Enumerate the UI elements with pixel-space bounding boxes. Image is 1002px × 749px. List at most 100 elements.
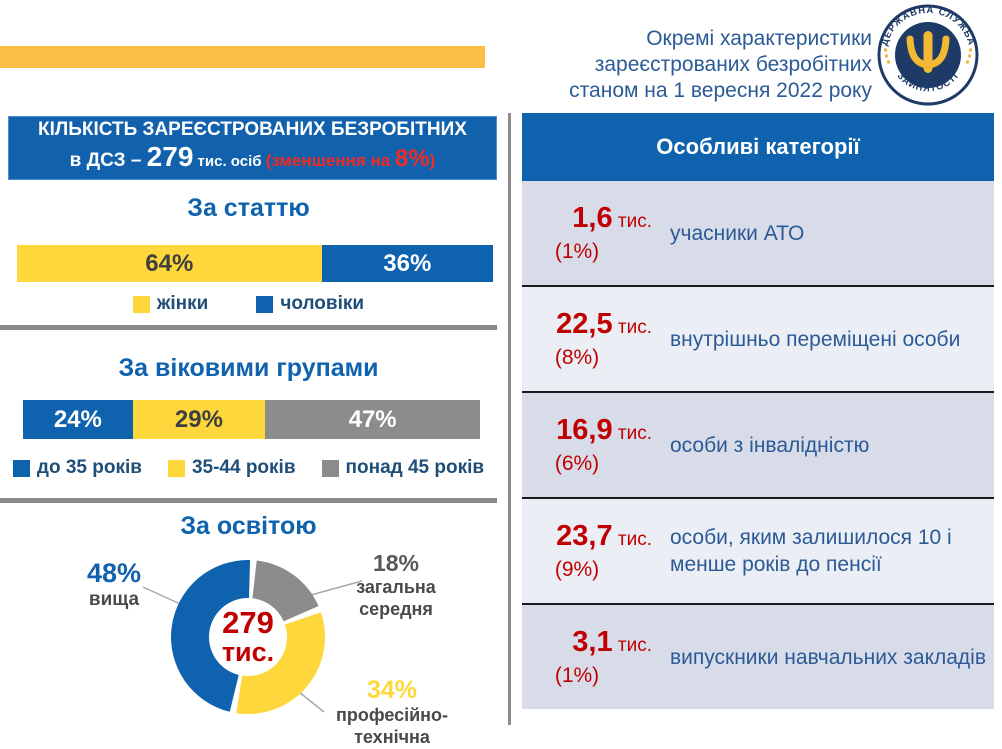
category-share: (6%)	[554, 451, 600, 475]
legend-item: понад 45 років	[321, 457, 485, 479]
summary-number: 279	[146, 141, 194, 172]
category-row: 16,9 тис. (6%) особи з інвалідністю	[522, 391, 994, 497]
age-stacked-bar: 24% 29% 47%	[23, 400, 481, 439]
category-units: тис.	[612, 528, 652, 550]
category-label: особи, яким залишилося 10 і менше років …	[670, 526, 952, 576]
category-units: тис.	[612, 634, 652, 656]
category-number-block: 1,6 тис. (1%)	[532, 202, 652, 265]
legend-label: чоловіки	[280, 293, 365, 314]
donut-label-line: професійно-	[335, 705, 449, 725]
legend-swatch-icon	[167, 459, 185, 477]
legend-swatch-icon	[132, 295, 150, 313]
donut-label-text: загальна середня	[330, 576, 462, 620]
donut-label-line: вища	[88, 589, 140, 610]
category-number-block: 3,1 тис. (1%)	[532, 626, 652, 689]
summary-note-value: 8%	[394, 145, 430, 172]
logo-wheat-ornaments	[883, 48, 973, 64]
category-value: 16,9	[556, 413, 613, 446]
summary-box: КІЛЬКІСТЬ ЗАРЕЄСТРОВАНИХ БЕЗРОБІТНИХ в Д…	[8, 116, 497, 180]
category-number-block: 23,7 тис. (9%)	[532, 520, 652, 583]
column-divider	[508, 113, 511, 725]
donut-label-percent: 48%	[86, 558, 142, 588]
category-value: 3,1	[572, 625, 613, 658]
gender-bar-segment: 36%	[321, 245, 493, 282]
legend-label: 35-44 років	[191, 457, 296, 478]
special-categories-table: Особливі категорії 1,6 тис. (1%) учасники …	[522, 113, 994, 709]
category-share: (8%)	[554, 345, 600, 369]
category-row: 1,6 тис. (1%) учасники АТО	[522, 181, 994, 285]
legend-swatch-icon	[12, 459, 30, 477]
category-units: тис.	[612, 422, 652, 444]
education-section: За освітою 279 тис. 48% вища 18% загальн…	[0, 508, 500, 749]
summary-line1: КІЛЬКІСТЬ ЗАРЕЄСТРОВАНИХ БЕЗРОБІТНИХ	[38, 119, 467, 140]
legend-item: до 35 років	[12, 457, 142, 479]
age-bar-segment: 24%	[23, 400, 133, 439]
age-bar-segment: 47%	[265, 400, 481, 439]
category-row: 22,5 тис. (8%) внутрішньо переміщені особи	[522, 285, 994, 391]
category-number-block: 22,5 тис. (8%)	[532, 308, 652, 371]
category-units: тис.	[612, 210, 652, 232]
summary-line2: в ДСЗ – 279 тис. осіб (зменшення на 8%)	[9, 142, 496, 177]
employment-service-logo: ДЕРЖАВНА СЛУЖБА ЗАЙНЯТОСТІ	[876, 3, 980, 107]
special-categories-rows: 1,6 тис. (1%) учасники АТО 22,5 тис. (8%) вну…	[522, 181, 994, 709]
section-divider	[0, 498, 497, 503]
legend-swatch-icon	[321, 459, 339, 477]
summary-note-prefix: (зменшення на	[265, 151, 395, 170]
age-bar-segment: 29%	[132, 400, 266, 439]
category-share: (1%)	[554, 239, 600, 263]
gender-legend: жінки чоловіки	[0, 293, 497, 315]
category-label: випускники навчальних закладів	[670, 645, 986, 669]
legend-label: понад 45 років	[345, 457, 485, 478]
category-value: 23,7	[556, 519, 613, 552]
summary-prefix: в ДСЗ –	[69, 150, 147, 171]
donut-label-line: технічна	[354, 727, 430, 747]
education-donut-chart	[171, 560, 326, 714]
donut-slice-вища	[171, 560, 251, 712]
category-label: внутрішньо переміщені особи	[670, 327, 961, 351]
category-row: 3,1 тис. (1%) випускники навчальних заклад…	[522, 603, 994, 709]
legend-item: чоловіки	[256, 293, 364, 315]
category-share: (1%)	[554, 663, 600, 687]
donut-label-line: середня	[359, 599, 433, 619]
category-value: 22,5	[556, 307, 613, 340]
donut-center-value: 279	[222, 605, 274, 640]
section-divider	[0, 325, 497, 330]
donut-label-secondary-edu: 18% загальна середня	[330, 550, 462, 620]
legend-item: жінки	[132, 293, 209, 315]
gender-bar-segment: 64%	[17, 245, 322, 282]
category-units: тис.	[612, 316, 652, 338]
special-categories-header: Особливі категорії	[522, 113, 994, 181]
page-title-line: станом на 1 вересня 2022 року	[569, 79, 872, 102]
legend-label: жінки	[156, 293, 209, 314]
summary-units: тис. осіб	[193, 153, 266, 170]
category-label: учасники АТО	[670, 221, 805, 245]
donut-label-vocational-edu: 34% професійно-технічна	[324, 676, 460, 748]
donut-label-text: професійно-технічна	[324, 704, 460, 748]
donut-label-percent: 34%	[366, 676, 418, 704]
donut-center-label: 279 тис.	[170, 559, 326, 715]
summary-note-suffix: )	[429, 151, 436, 170]
donut-slice-загальна середня	[252, 560, 319, 622]
legend-swatch-icon	[256, 295, 274, 313]
donut-center-units: тис.	[221, 637, 275, 667]
logo-icon: ДЕРЖАВНА СЛУЖБА ЗАЙНЯТОСТІ	[877, 4, 979, 106]
education-section-title: За освітою	[180, 512, 317, 540]
category-number-block: 16,9 тис. (6%)	[532, 414, 652, 477]
category-label: особи з інвалідністю	[670, 433, 870, 457]
legend-label: до 35 років	[36, 457, 142, 478]
legend-item: 35-44 років	[167, 457, 296, 479]
donut-label-line: загальна	[356, 577, 436, 597]
age-section-title: За віковими групами	[118, 354, 379, 382]
page-title: Окремі характеристики зареєстрованих без…	[542, 26, 872, 104]
page-title-line: Окремі характеристики	[646, 27, 872, 50]
donut-slice-професійно-технічна	[236, 612, 326, 714]
category-row: 23,7 тис. (9%) особи, яким залишилося 10 і…	[522, 497, 994, 603]
donut-label-text: вища	[62, 588, 166, 612]
gender-section-title: За статтю	[187, 194, 310, 222]
category-value: 1,6	[572, 201, 613, 234]
gender-stacked-bar: 64% 36%	[17, 245, 493, 282]
category-share: (9%)	[554, 557, 600, 581]
donut-label-higher-edu: 48% вища	[62, 558, 166, 612]
age-legend: до 35 років 35-44 років понад 45 років	[0, 457, 497, 479]
